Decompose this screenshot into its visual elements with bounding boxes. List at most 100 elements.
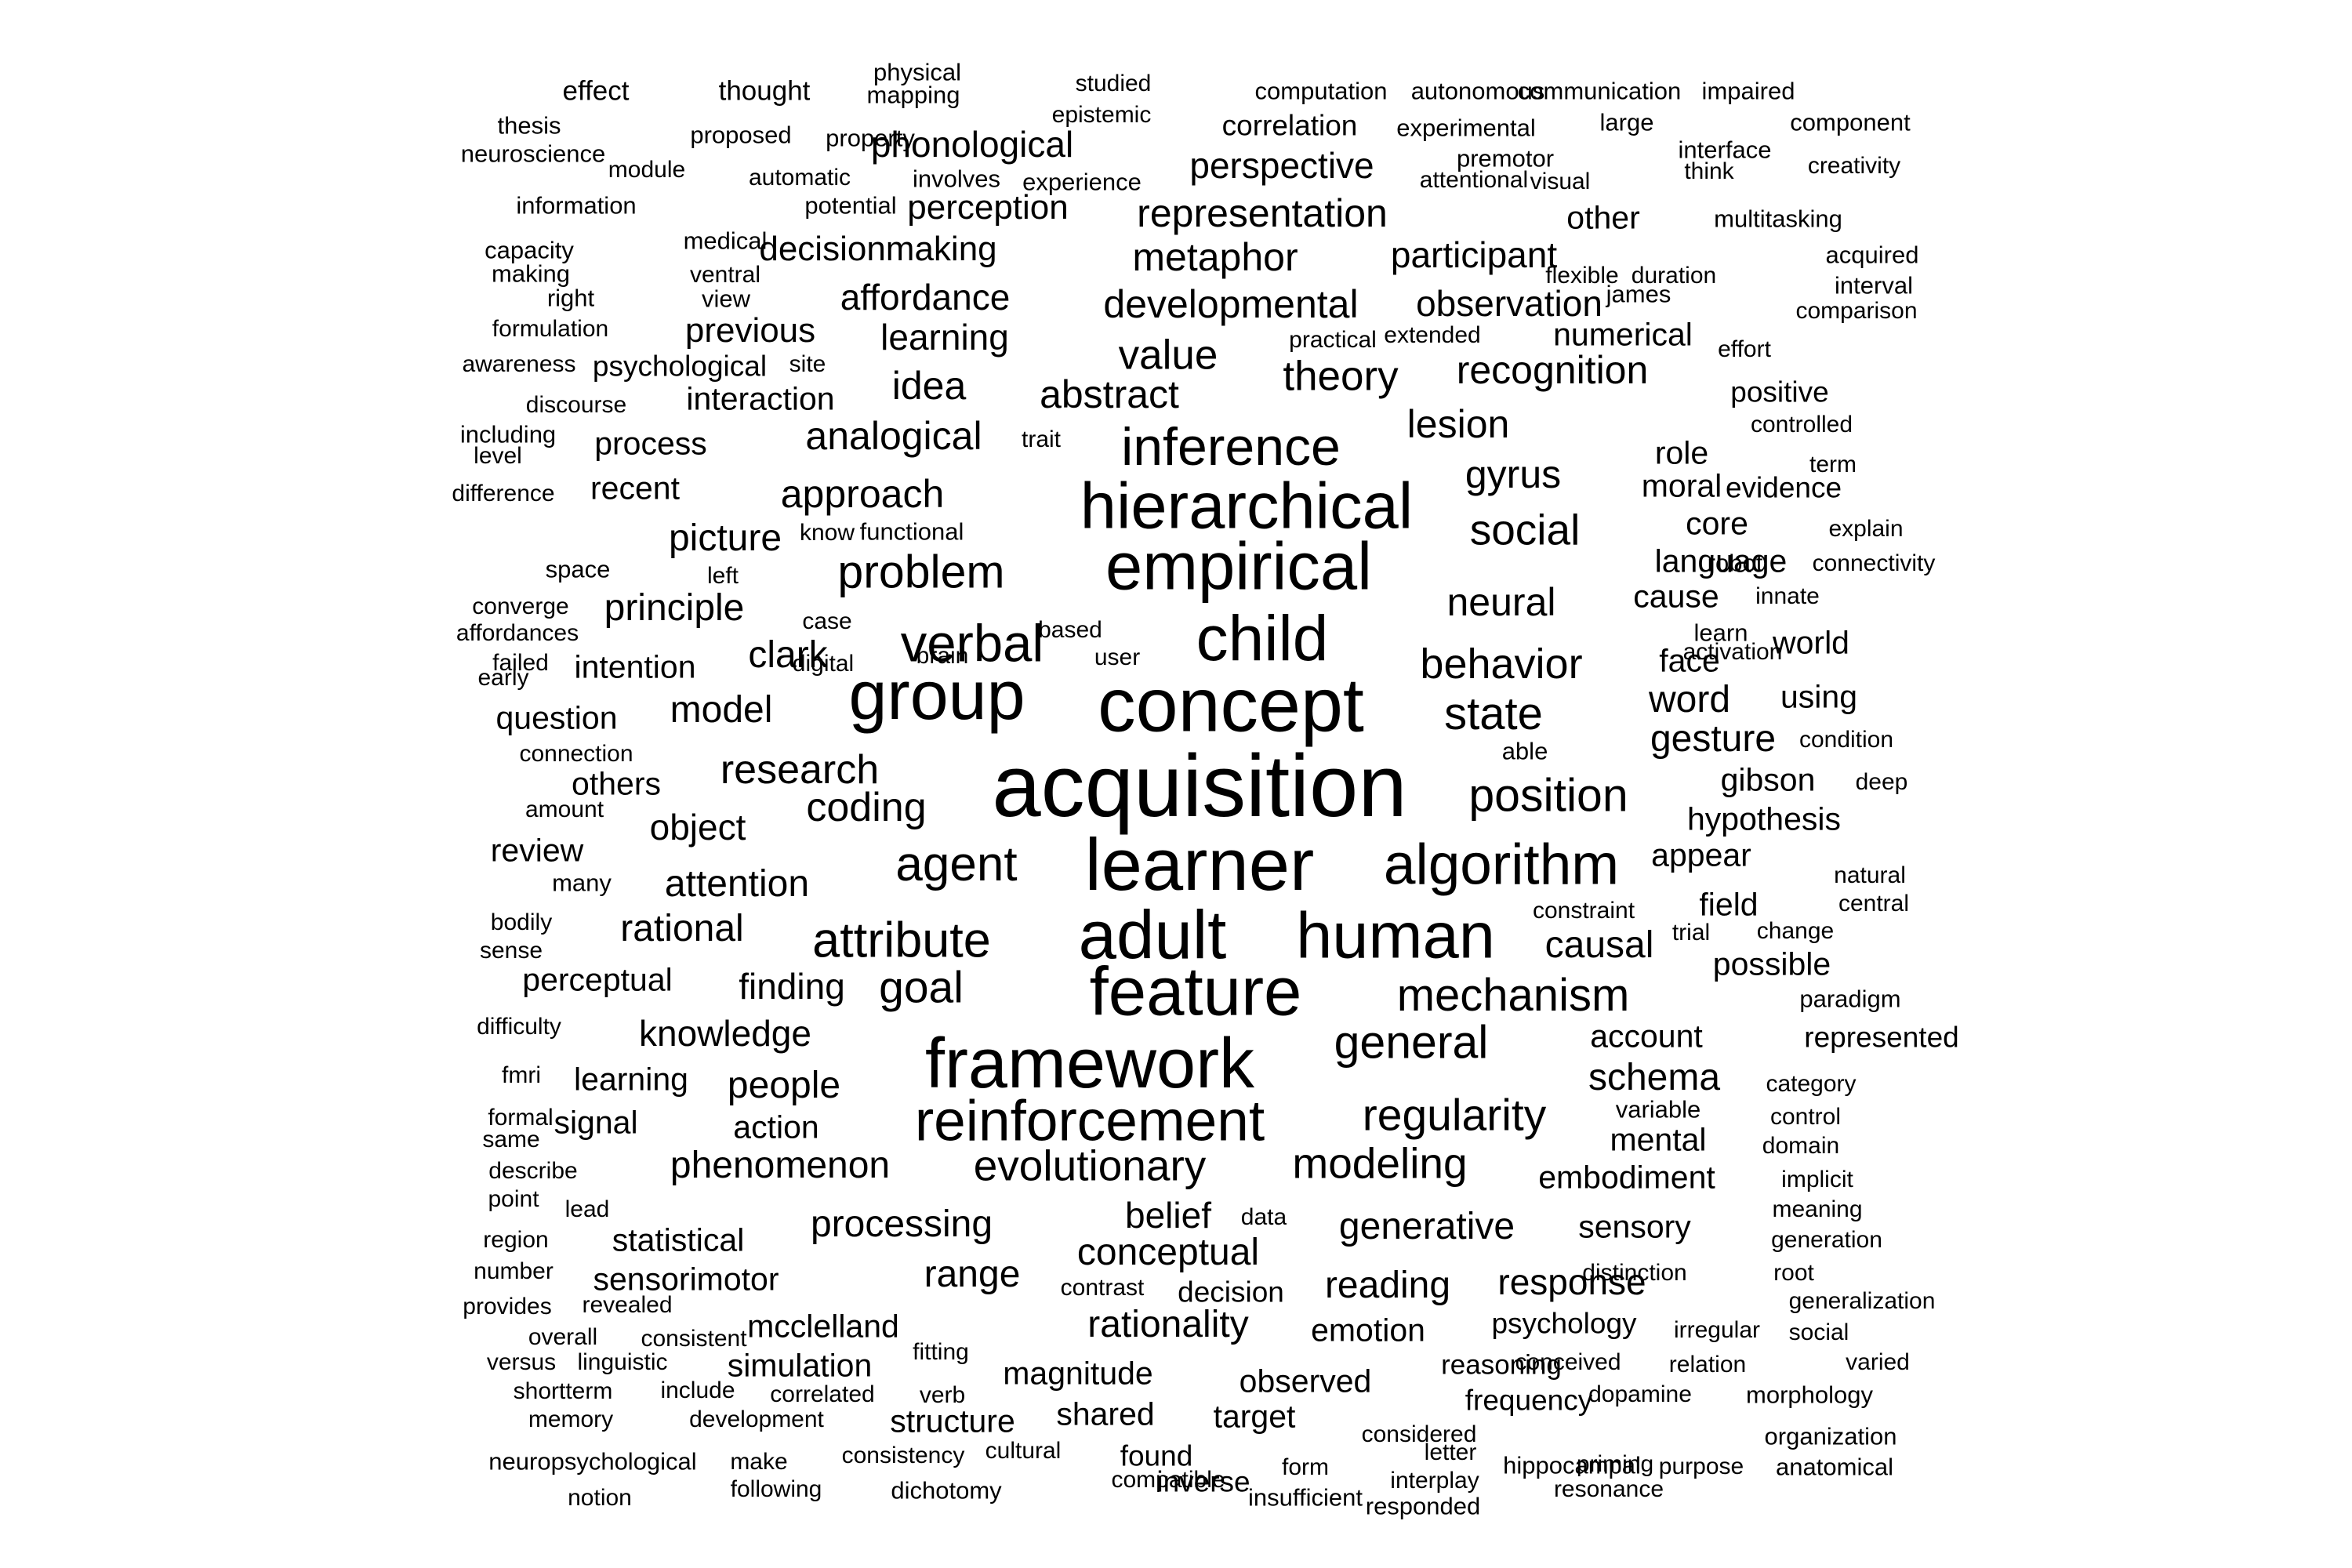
cloud-word: value bbox=[1118, 332, 1218, 379]
cloud-word: discourse bbox=[525, 392, 627, 418]
cloud-word: left bbox=[706, 563, 739, 589]
cloud-word: recent bbox=[590, 470, 680, 506]
cloud-word: fitting bbox=[913, 1339, 969, 1365]
cloud-word: robot bbox=[1707, 549, 1763, 577]
cloud-word: mental bbox=[1610, 1121, 1707, 1158]
cloud-word: simulation bbox=[727, 1347, 873, 1384]
cloud-word: observation bbox=[1416, 283, 1602, 324]
cloud-word: empirical bbox=[1105, 529, 1373, 604]
cloud-word: clark bbox=[748, 634, 828, 676]
cloud-word: theory bbox=[1283, 353, 1399, 400]
cloud-word: representation bbox=[1137, 191, 1388, 235]
cloud-word: include bbox=[660, 1377, 735, 1403]
cloud-word: domain bbox=[1762, 1133, 1840, 1159]
cloud-word: generative bbox=[1338, 1206, 1515, 1247]
cloud-word: appear bbox=[1651, 837, 1751, 873]
cloud-word: amount bbox=[524, 797, 604, 822]
cloud-word: attribute bbox=[812, 913, 991, 968]
cloud-word: causal bbox=[1544, 924, 1654, 966]
cloud-word: natural bbox=[1834, 862, 1906, 888]
cloud-word: decisionmaking bbox=[759, 230, 997, 268]
cloud-word: meaning bbox=[1772, 1196, 1863, 1222]
cloud-word: organization bbox=[1764, 1422, 1897, 1450]
cloud-word: medical bbox=[683, 227, 768, 255]
cloud-word: verbal bbox=[900, 614, 1044, 673]
cloud-word: response bbox=[1497, 1261, 1646, 1302]
cloud-word: resonance bbox=[1553, 1476, 1664, 1502]
cloud-word: sensorimotor bbox=[593, 1261, 779, 1298]
cloud-word: target bbox=[1213, 1398, 1296, 1435]
cloud-word: dopamine bbox=[1588, 1381, 1692, 1407]
cloud-word: priming bbox=[1576, 1451, 1654, 1477]
cloud-word: category bbox=[1766, 1071, 1857, 1097]
cloud-word: implicit bbox=[1781, 1167, 1853, 1192]
cloud-word: positive bbox=[1730, 376, 1829, 408]
cloud-word: social bbox=[1788, 1319, 1849, 1345]
cloud-word: correlation bbox=[1221, 109, 1358, 142]
cloud-word: gibson bbox=[1720, 761, 1816, 798]
cloud-word: generalization bbox=[1788, 1288, 1936, 1314]
cloud-word: module bbox=[608, 157, 686, 183]
cloud-word: provides bbox=[463, 1294, 552, 1319]
cloud-word: people bbox=[727, 1065, 841, 1106]
cloud-word: attentional bbox=[1419, 167, 1529, 193]
cloud-word: feature bbox=[1089, 953, 1302, 1030]
cloud-word: dichotomy bbox=[891, 1476, 1002, 1504]
cloud-word: knowledge bbox=[639, 1013, 811, 1054]
cloud-word: morphology bbox=[1746, 1381, 1873, 1409]
cloud-word: overall bbox=[528, 1324, 598, 1350]
cloud-word: memory bbox=[528, 1406, 614, 1432]
cloud-word: distinction bbox=[1582, 1260, 1687, 1286]
cloud-word: converge bbox=[472, 593, 569, 619]
cloud-word: represented bbox=[1804, 1021, 1959, 1054]
cloud-word: account bbox=[1590, 1018, 1703, 1054]
cloud-word: algorithm bbox=[1383, 833, 1620, 897]
cloud-word: james bbox=[1606, 280, 1671, 308]
cloud-word: face bbox=[1659, 642, 1720, 679]
cloud-word: signal bbox=[554, 1104, 638, 1141]
cloud-word: potential bbox=[804, 191, 897, 220]
cloud-word: generation bbox=[1771, 1227, 1882, 1253]
cloud-word: versus bbox=[486, 1349, 557, 1375]
cloud-word: developmental bbox=[1103, 282, 1359, 326]
cloud-word: world bbox=[1773, 624, 1849, 661]
cloud-word: right bbox=[546, 284, 595, 312]
cloud-word: form bbox=[1282, 1454, 1329, 1480]
cloud-word: proposed bbox=[690, 121, 792, 149]
cloud-word: creativity bbox=[1807, 153, 1901, 179]
cloud-word: possible bbox=[1712, 946, 1831, 982]
cloud-word: experimental bbox=[1396, 114, 1536, 142]
cloud-word: fmri bbox=[502, 1062, 541, 1088]
cloud-word: considered bbox=[1361, 1421, 1477, 1447]
cloud-word: constraint bbox=[1532, 898, 1635, 924]
cloud-word: role bbox=[1654, 434, 1709, 471]
cloud-word: cause bbox=[1633, 578, 1719, 615]
cloud-word: social bbox=[1469, 505, 1581, 554]
cloud-word: point bbox=[488, 1186, 539, 1212]
cloud-word: region bbox=[483, 1227, 549, 1253]
cloud-word: linguistic bbox=[577, 1349, 668, 1375]
cloud-word: case bbox=[802, 608, 852, 634]
cloud-word: level bbox=[474, 443, 522, 469]
cloud-word: change bbox=[1756, 918, 1835, 944]
cloud-word: adult bbox=[1078, 897, 1227, 974]
cloud-word: component bbox=[1790, 108, 1911, 136]
cloud-word: information bbox=[516, 191, 637, 220]
cloud-word: formulation bbox=[492, 316, 609, 342]
cloud-word: conceptual bbox=[1076, 1232, 1260, 1273]
cloud-word: duration bbox=[1631, 263, 1717, 289]
cloud-word: perception bbox=[907, 188, 1069, 227]
cloud-word: relation bbox=[1668, 1352, 1747, 1377]
cloud-word: making bbox=[492, 260, 570, 288]
cloud-word: insufficient bbox=[1248, 1483, 1363, 1512]
cloud-word: metaphor bbox=[1132, 235, 1298, 279]
cloud-word: responded bbox=[1365, 1492, 1481, 1520]
cloud-word: affordances bbox=[456, 620, 579, 646]
cloud-word: rationality bbox=[1087, 1304, 1249, 1345]
cloud-word: structure bbox=[890, 1403, 1015, 1439]
cloud-word: following bbox=[730, 1476, 822, 1502]
cloud-word: digital bbox=[792, 651, 855, 677]
cloud-word: term bbox=[1809, 452, 1857, 477]
cloud-word: make bbox=[730, 1449, 788, 1475]
